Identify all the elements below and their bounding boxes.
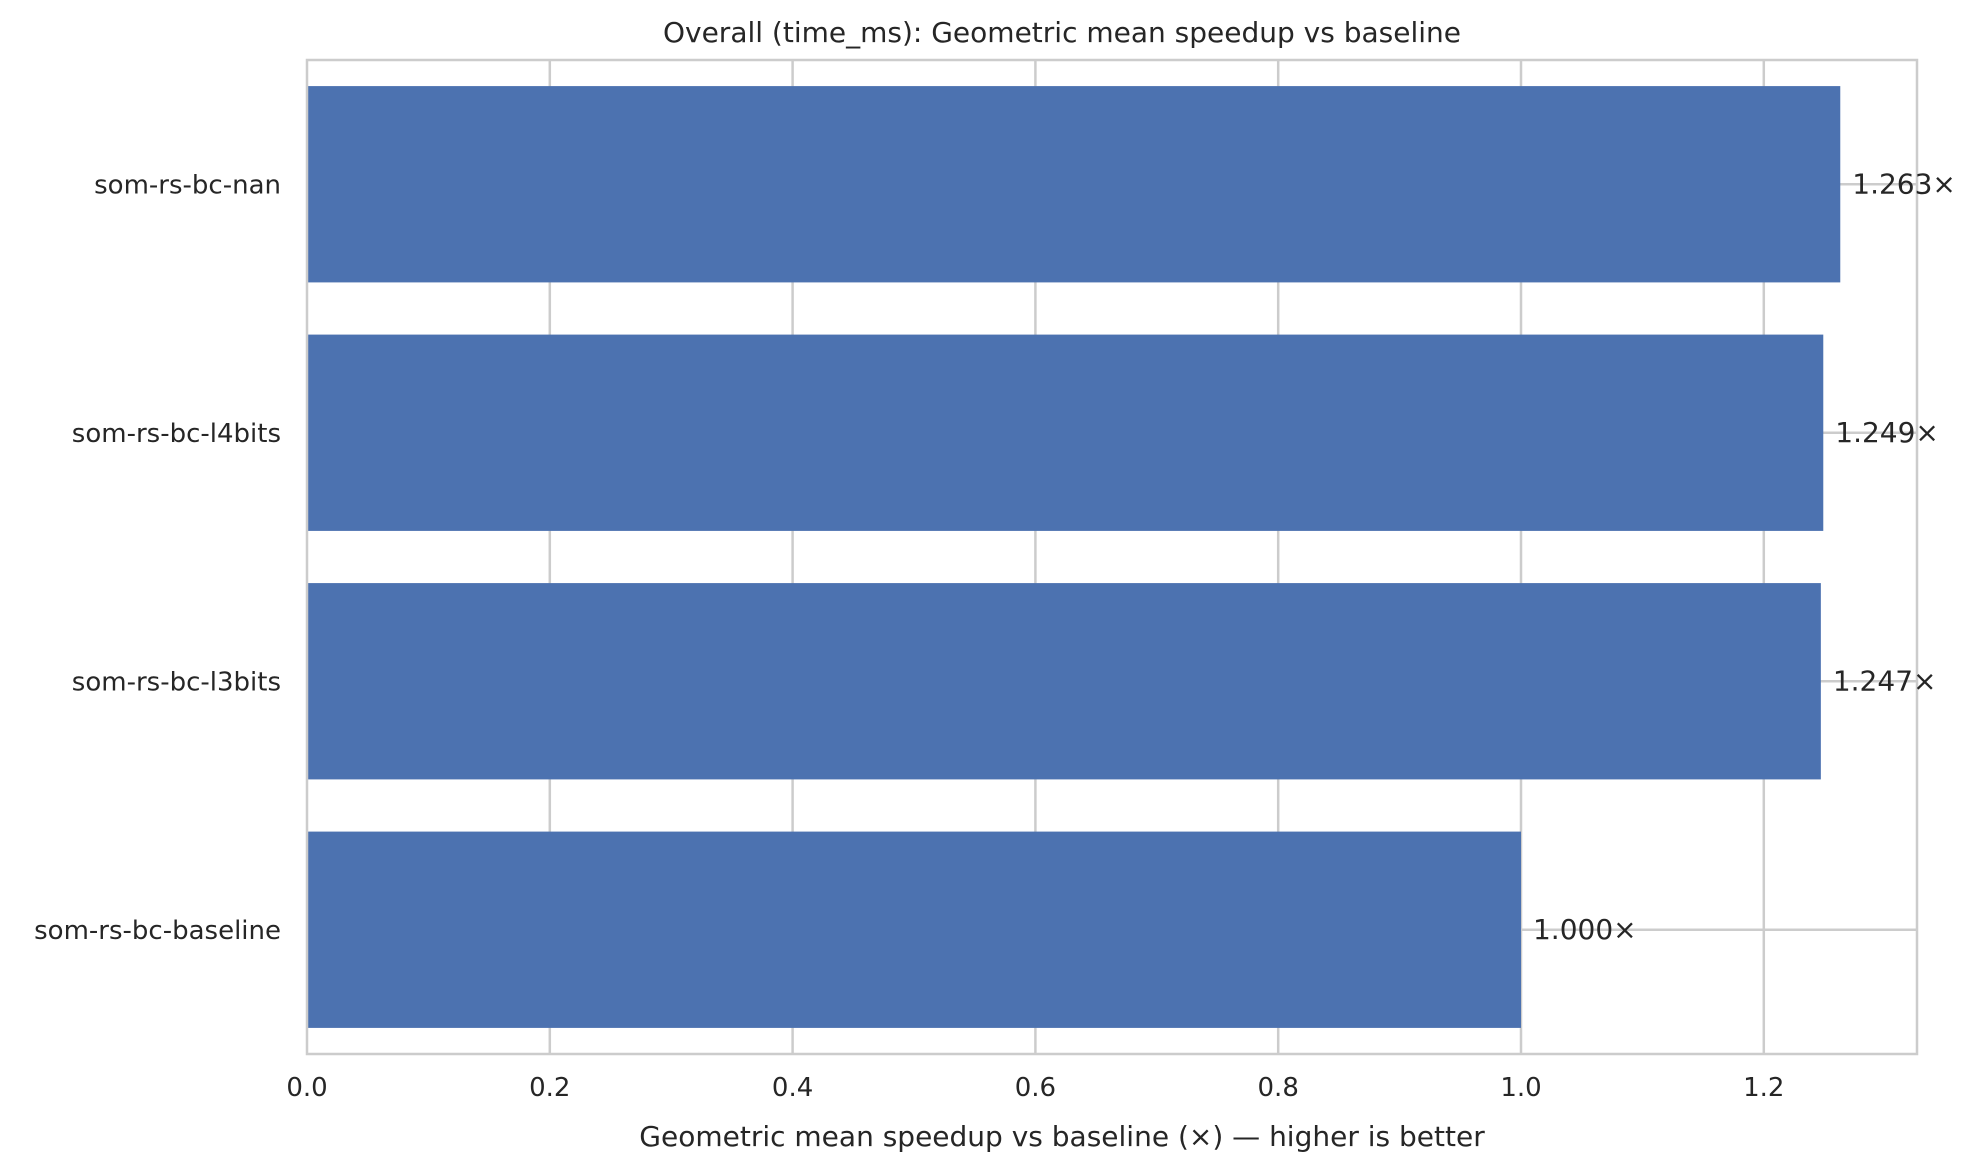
y-tick-label: som-rs-bc-nan <box>94 170 281 200</box>
bar <box>307 583 1821 780</box>
bar-value-label: 1.263× <box>1852 167 1956 200</box>
x-axis-title: Geometric mean speedup vs baseline (×) —… <box>639 1120 1485 1153</box>
bar-value-label: 1.000× <box>1533 913 1637 946</box>
x-tick-label: 0.8 <box>1258 1073 1299 1103</box>
x-tick-label: 0.4 <box>772 1073 813 1103</box>
plot-frame <box>305 58 1919 1056</box>
y-tick-label: som-rs-bc-l3bits <box>72 667 281 697</box>
bar <box>307 86 1841 283</box>
x-tick-label: 1.2 <box>1743 1073 1784 1103</box>
y-tick-label: som-rs-bc-l4bits <box>72 419 281 449</box>
bars <box>307 86 1841 1028</box>
bar-value-label: 1.249× <box>1835 416 1939 449</box>
x-tick-labels: 0.0 0.2 0.4 0.6 0.8 1.0 1.2 <box>286 1073 1784 1103</box>
x-tick-label: 0.6 <box>1015 1073 1056 1103</box>
x-tick-label: 0.2 <box>529 1073 570 1103</box>
bar <box>307 334 1824 531</box>
bar-value-label: 1.247× <box>1833 664 1937 697</box>
data-labels: 1.263× 1.249× 1.247× 1.000× <box>1533 167 1956 946</box>
y-tick-label: som-rs-bc-baseline <box>34 916 281 946</box>
chart-title: Overall (time_ms): Geometric mean speedu… <box>663 16 1461 49</box>
bar <box>307 831 1521 1028</box>
x-tick-label: 0.0 <box>286 1073 327 1103</box>
y-tick-labels: som-rs-bc-nan som-rs-bc-l4bits som-rs-bc-l… <box>34 170 281 946</box>
x-tick-label: 1.0 <box>1500 1073 1541 1103</box>
